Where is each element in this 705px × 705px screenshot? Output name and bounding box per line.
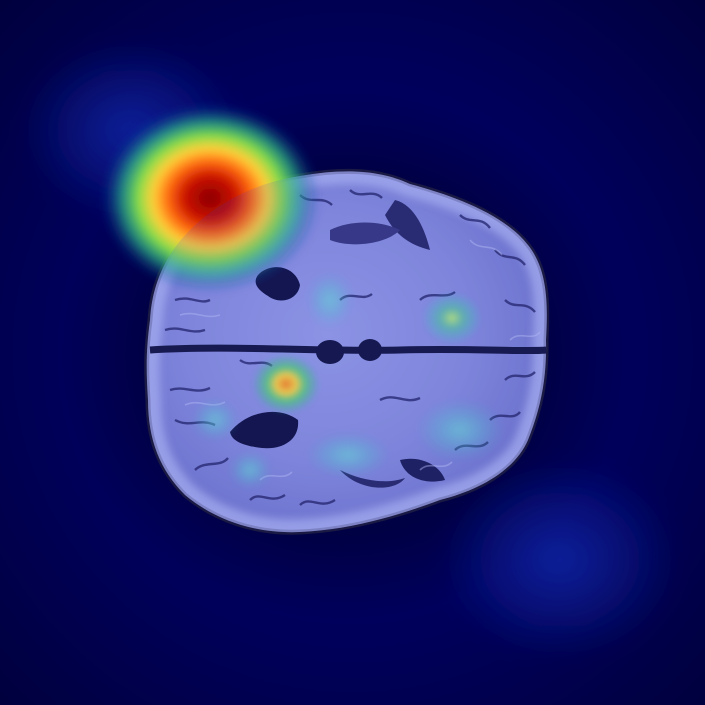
- tertiary-hotspot: [422, 292, 482, 344]
- heatmap-overlay: [100, 103, 502, 488]
- secondary-hotspot: [252, 354, 320, 414]
- primary-hotspot: [100, 103, 320, 293]
